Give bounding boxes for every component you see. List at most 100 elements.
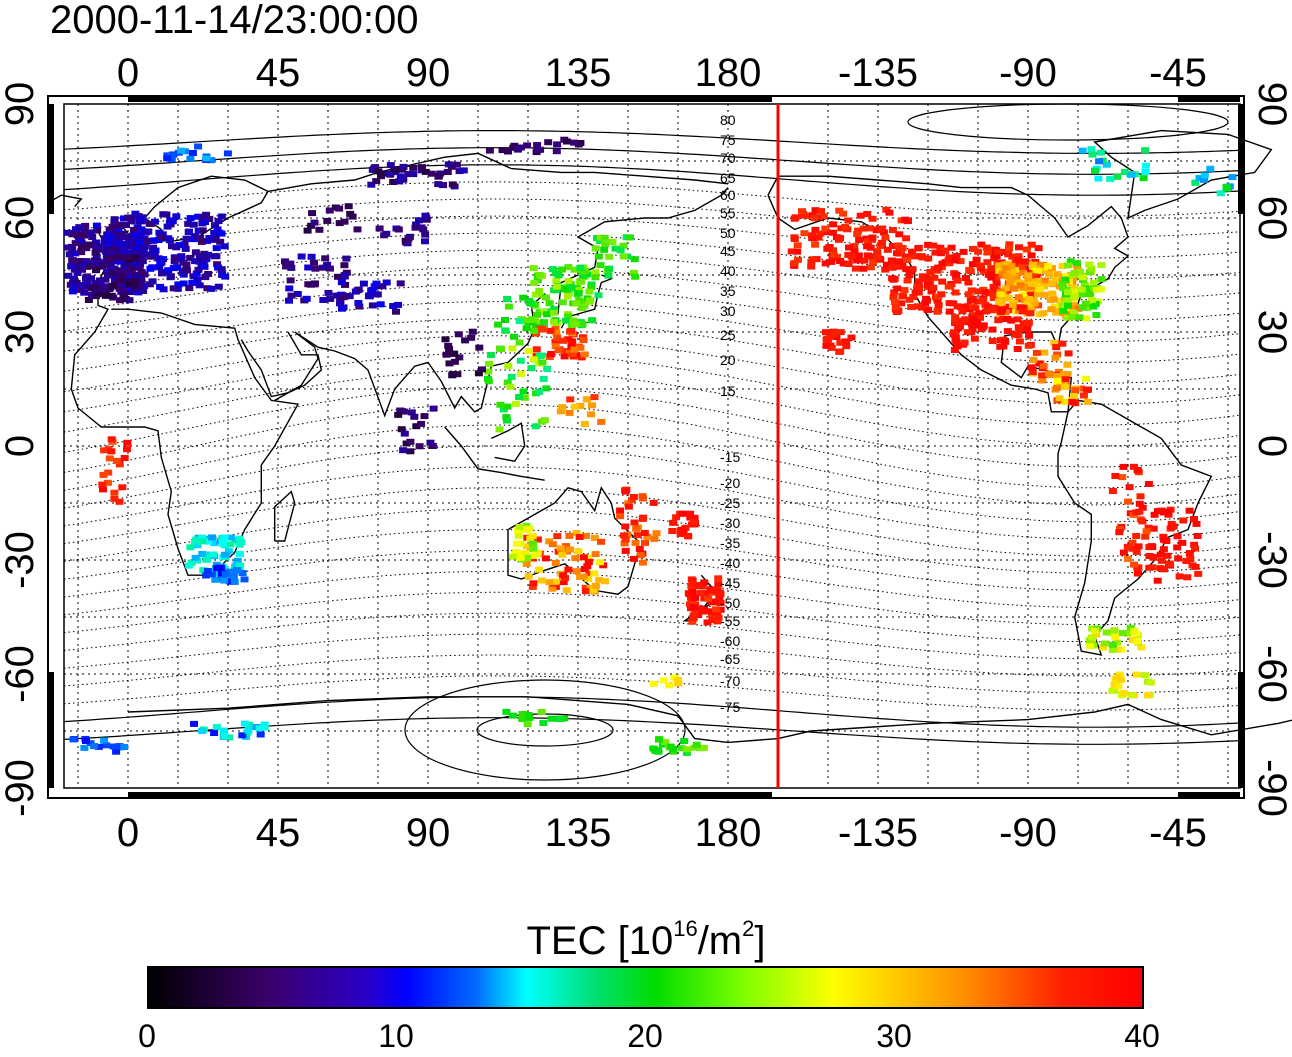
tec-cell <box>1100 640 1109 647</box>
bottom-longitude-label: -135 <box>838 811 918 855</box>
tec-cell <box>1084 398 1092 405</box>
tec-cell <box>807 258 816 265</box>
tec-cell <box>325 207 334 214</box>
tec-cell <box>529 265 538 272</box>
tec-cell <box>1069 393 1078 399</box>
tec-cell <box>1083 387 1091 393</box>
tec-cell <box>511 400 520 407</box>
tec-cell <box>584 559 593 565</box>
contour-line <box>63 633 1241 677</box>
tec-cell <box>204 271 213 277</box>
tec-cell <box>956 323 964 330</box>
tec-cell <box>1014 294 1023 301</box>
tec-cell <box>503 403 512 410</box>
tec-cell <box>575 534 584 540</box>
tec-cell <box>87 291 96 298</box>
tec-cell <box>828 229 837 236</box>
tec-cell <box>1119 549 1128 556</box>
tec-cell <box>994 317 1003 324</box>
tec-cell <box>793 248 802 255</box>
tec-cell <box>535 287 544 294</box>
tec-cell <box>115 285 124 292</box>
tec-cell <box>566 328 575 335</box>
contour-line <box>63 675 1241 711</box>
tec-cell <box>399 447 408 454</box>
contour-label: -20 <box>720 475 740 491</box>
tec-cell <box>81 222 90 229</box>
tec-cell <box>716 600 725 607</box>
tec-cell <box>512 540 521 547</box>
tec-cell <box>118 484 127 491</box>
tec-cell <box>1041 277 1050 284</box>
tec-cell <box>235 535 244 542</box>
tec-cell <box>564 264 573 271</box>
tec-cell <box>914 289 923 296</box>
tec-cell <box>889 264 898 270</box>
tec-cell <box>883 261 891 268</box>
tec-cell <box>177 255 186 262</box>
tec-cell <box>572 568 581 575</box>
tec-cell <box>1190 516 1198 522</box>
tec-cell <box>421 168 430 175</box>
top-longitude-label: 0 <box>117 51 139 95</box>
tec-cell <box>844 217 853 224</box>
contour-label: -30 <box>720 515 740 531</box>
tec-cell <box>132 231 141 238</box>
north-pole-oval <box>907 103 1229 141</box>
tec-cell <box>1050 339 1059 346</box>
tec-cell <box>101 247 110 254</box>
tec-cell <box>120 293 129 299</box>
tec-cell <box>392 308 400 315</box>
tec-cell <box>64 272 73 279</box>
tec-cell <box>518 711 527 717</box>
right-latitude-label: 0 <box>1250 435 1292 457</box>
tec-cell <box>210 230 219 236</box>
tec-cell <box>588 402 596 409</box>
tec-cell <box>68 288 77 295</box>
tec-cell <box>420 413 429 420</box>
tec-cell <box>1113 646 1122 653</box>
tec-cell <box>523 555 532 561</box>
tec-cell <box>905 272 914 279</box>
tec-cell <box>551 270 560 277</box>
tec-cell <box>1027 364 1036 371</box>
tec-cell <box>120 287 129 294</box>
tec-cell <box>224 548 233 555</box>
top-longitude-label: 135 <box>545 51 612 95</box>
tec-cell <box>564 313 573 320</box>
tec-cell <box>411 224 420 231</box>
tec-cell <box>368 286 377 293</box>
tec-cell <box>1016 282 1025 289</box>
tec-cell <box>1173 544 1182 551</box>
tec-cell <box>1033 291 1042 298</box>
tec-cell <box>166 274 175 281</box>
tec-cell <box>69 736 78 743</box>
tec-cell <box>595 576 604 583</box>
tec-cell <box>104 283 113 290</box>
tec-cell <box>1099 644 1108 651</box>
top-longitude-label: -135 <box>838 51 918 95</box>
tec-cell <box>1079 392 1088 399</box>
tec-cell <box>555 716 564 722</box>
tec-cell <box>82 275 90 282</box>
tec-cell <box>569 317 578 324</box>
tec-cell <box>652 530 661 537</box>
tec-cell <box>995 298 1003 305</box>
tec-cell <box>800 230 809 237</box>
tec-cell <box>192 270 201 277</box>
tec-cell <box>190 233 199 240</box>
tec-cell <box>169 285 178 292</box>
tec-cell <box>133 272 142 279</box>
tec-cell <box>996 291 1005 298</box>
tec-cell <box>1091 300 1100 307</box>
tec-cell <box>983 259 992 266</box>
tec-cell <box>137 226 146 233</box>
tec-cell <box>82 738 90 744</box>
left-latitude-label: -60 <box>0 645 42 703</box>
tec-cell <box>1010 298 1019 305</box>
tec-cell <box>829 221 838 228</box>
tec-cell <box>1185 507 1194 514</box>
tec-cell <box>186 155 195 162</box>
tec-cell <box>1113 639 1122 646</box>
tec-cell <box>134 260 143 267</box>
